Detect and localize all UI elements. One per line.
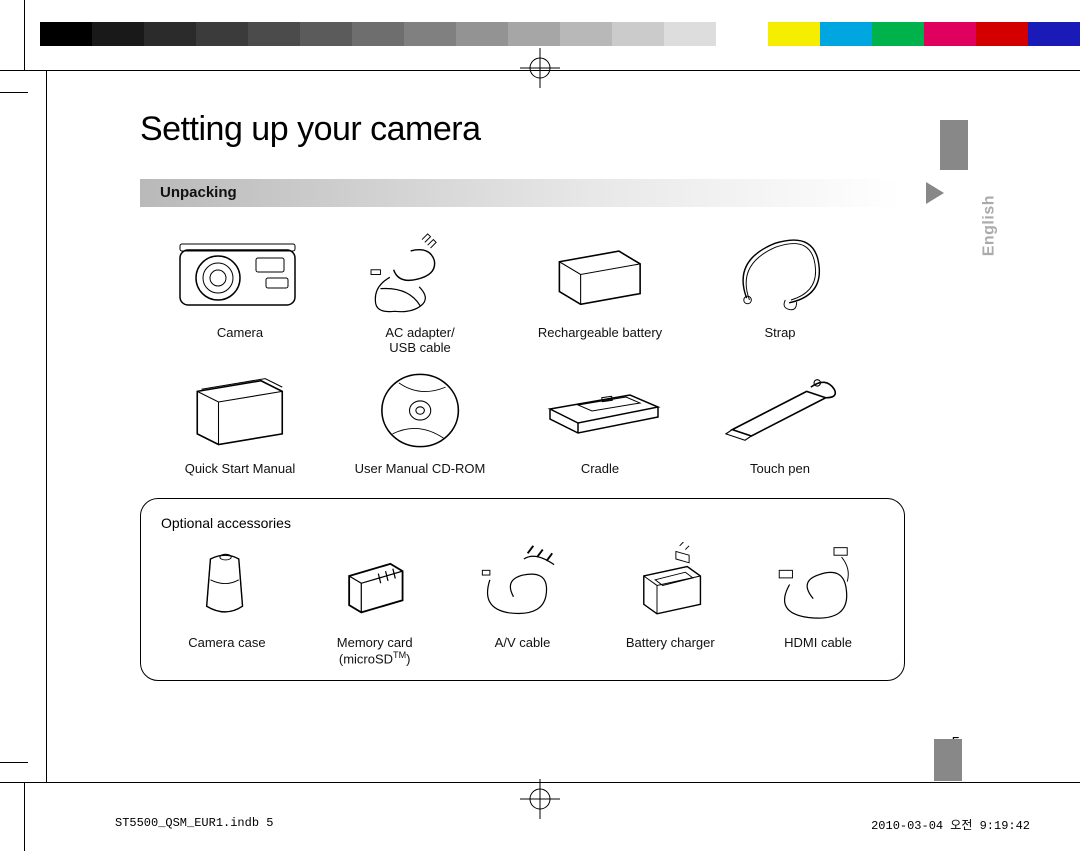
charger-icon (623, 542, 717, 627)
page-title: Setting up your camera (140, 110, 940, 149)
item-av-cable: A/V cable (451, 539, 595, 666)
arrow-right-icon (926, 182, 944, 204)
item-label: Camera case (188, 635, 265, 650)
unpacking-grid: Camera AC adapter/ USB cable R (150, 229, 940, 476)
color-calibration-bar (40, 22, 1080, 46)
item-quick-start: Quick Start Manual (150, 365, 330, 476)
item-label: HDMI cable (784, 635, 852, 650)
item-cradle: Cradle (510, 365, 690, 476)
camera-icon (170, 234, 310, 314)
registration-mark-top (520, 48, 560, 88)
manual-icon (176, 368, 304, 453)
item-label: AC adapter/ (385, 325, 454, 340)
footer-left: ST5500_QSM_EUR1.indb 5 (115, 816, 273, 833)
battery-icon (536, 232, 664, 317)
item-label: Touch pen (750, 461, 810, 476)
print-footer: ST5500_QSM_EUR1.indb 5 2010-03-04 오전 9:1… (115, 816, 1030, 833)
strap-icon (723, 232, 836, 317)
item-label: Camera (217, 325, 263, 340)
item-label: Rechargeable battery (538, 325, 662, 340)
touch-pen-icon (711, 368, 849, 453)
item-label: Battery charger (626, 635, 715, 650)
item-battery: Rechargeable battery (510, 229, 690, 355)
footer-right: 2010-03-04 오전 9:19:42 (871, 816, 1030, 833)
hdmi-cable-icon (766, 542, 870, 627)
cd-icon (367, 368, 473, 453)
item-memory-card: Memory card (microSDTM) (303, 539, 447, 666)
page-content: Setting up your camera Unpacking Camera (140, 110, 940, 681)
microsd-icon (320, 542, 429, 627)
item-label: Cradle (581, 461, 619, 476)
page-tab-box (934, 739, 962, 781)
optional-accessories-box: Optional accessories Camera case (140, 498, 905, 681)
item-camera: Camera (150, 229, 330, 355)
cradle-icon (530, 375, 670, 445)
registration-mark-bottom (520, 779, 560, 819)
optional-title: Optional accessories (161, 515, 890, 531)
item-label: Strap (764, 325, 795, 340)
section-label: Unpacking (160, 184, 237, 201)
item-label-2: USB cable (330, 340, 510, 355)
item-label: Memory card (337, 635, 413, 650)
item-label-2: (microSDTM) (303, 650, 447, 666)
language-tab-box (940, 120, 968, 170)
item-cdrom: User Manual CD-ROM (330, 365, 510, 476)
item-label: User Manual CD-ROM (355, 461, 486, 476)
item-camera-case: Camera case (155, 539, 299, 666)
language-label: English (980, 195, 998, 256)
ac-adapter-icon (354, 232, 486, 317)
section-banner: Unpacking (140, 179, 940, 209)
av-cable-icon (471, 542, 575, 627)
item-touch-pen: Touch pen (690, 365, 870, 476)
item-label: A/V cable (495, 635, 551, 650)
item-strap: Strap (690, 229, 870, 355)
case-icon (184, 542, 269, 627)
item-adapter: AC adapter/ USB cable (330, 229, 510, 355)
item-hdmi-cable: HDMI cable (746, 539, 890, 666)
item-battery-charger: Battery charger (598, 539, 742, 666)
item-label: Quick Start Manual (185, 461, 296, 476)
